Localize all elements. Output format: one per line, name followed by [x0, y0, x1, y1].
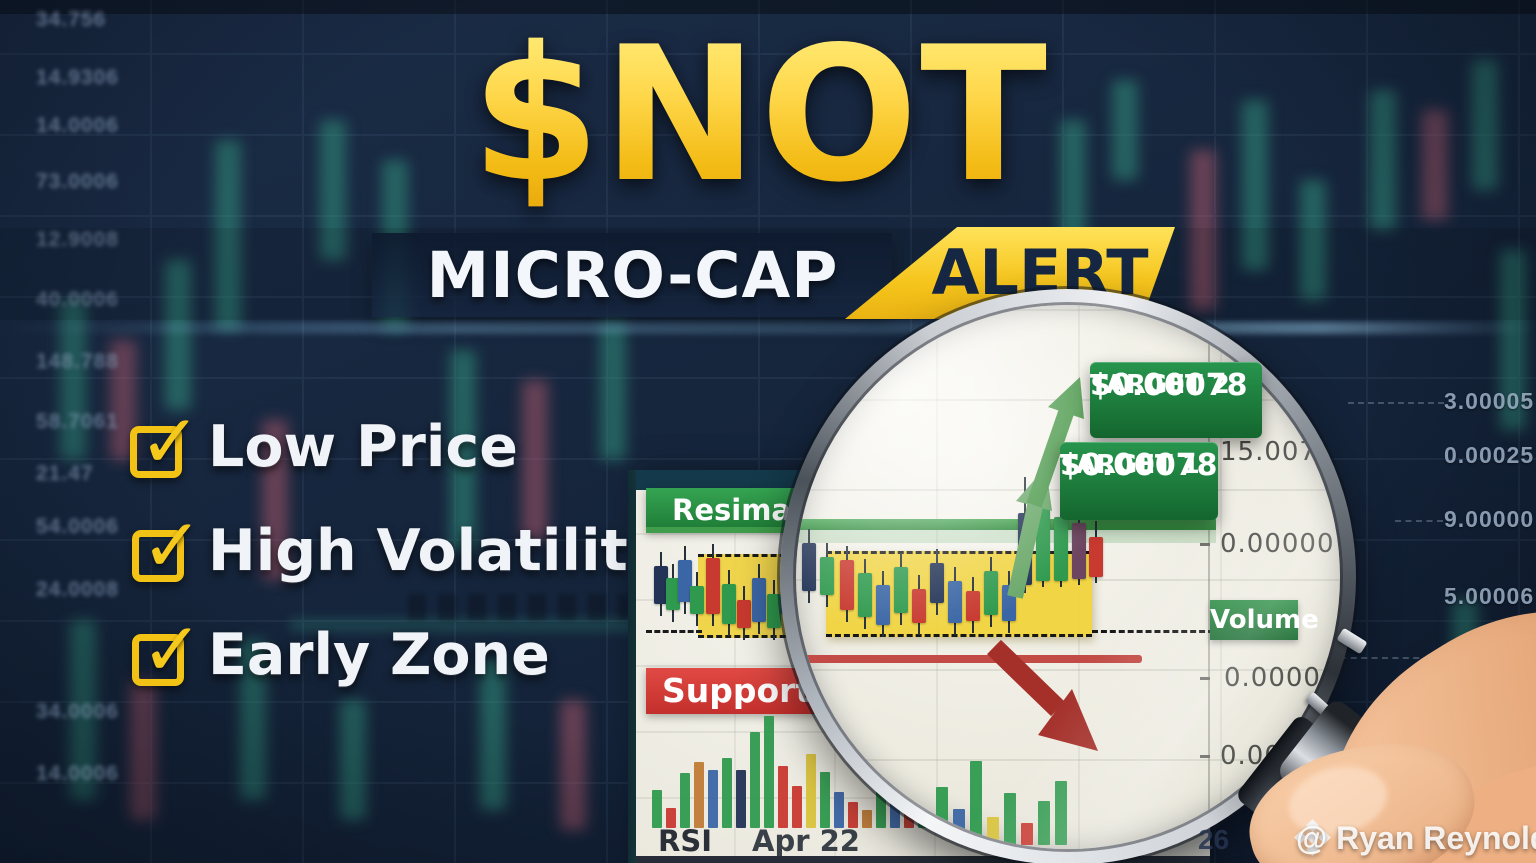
volume-bar — [722, 758, 732, 828]
checklist-item-low-price: Low Price — [208, 414, 518, 480]
rsi-axis-label: RSI — [658, 824, 713, 858]
left-axis-labels: 34.756 14.9306 14.0006 73.0006 12.9008 40.000… — [0, 0, 140, 863]
volume-bar — [708, 770, 718, 828]
bottom-tick-00: 00 — [1256, 830, 1288, 861]
axis-dash-line — [1348, 402, 1444, 404]
left-axis-label: 40.0006 — [36, 288, 119, 311]
checkbox-high-volatility: ✓ — [132, 503, 203, 589]
left-axis-label: 34.756 — [36, 8, 107, 31]
candle-body — [752, 578, 766, 622]
checklist-item-early-zone: Early Zone — [208, 622, 550, 688]
target-1-price: $0.00078 — [1060, 448, 1218, 483]
green-arrow-head-2 — [1048, 377, 1084, 419]
left-axis-label: 73.0006 — [36, 170, 119, 193]
candle-body — [678, 560, 692, 602]
volume-bar — [694, 762, 704, 828]
candle-body — [706, 558, 720, 614]
left-axis-label: 54.0006 — [36, 515, 119, 538]
candle-body — [767, 594, 781, 628]
left-axis-label: 14.0006 — [36, 114, 119, 137]
right-axis-label: 9.00000 — [1444, 506, 1535, 532]
watermark: @ Ryan Reynoldz — [1294, 817, 1536, 859]
green-arrow-shaft-1 — [1007, 495, 1045, 599]
volume-bar — [652, 790, 662, 828]
check-icon: ✓ — [139, 399, 202, 485]
target-1-box: TARGET 1 $0.00078 — [1060, 442, 1218, 520]
volume-bar — [764, 716, 774, 828]
left-axis-label: 58.7061 — [36, 410, 119, 433]
left-axis-label: 12.9008 — [36, 228, 119, 251]
volume-bar — [680, 773, 690, 828]
volume-bar — [736, 770, 746, 828]
axis-dash-line — [1395, 520, 1443, 522]
target-2-price: $0.00078 — [1090, 368, 1248, 403]
right-axis-label: 0.00025 — [1444, 442, 1535, 468]
tick-dash — [1200, 755, 1210, 758]
tick-dash — [1200, 677, 1210, 680]
right-axis-label: 3.00005 — [1444, 388, 1535, 414]
subtitle-micro-cap: MICRO-CAP — [426, 239, 839, 312]
lens-price-tick: 0.00000 — [1220, 529, 1335, 559]
check-icon: ✓ — [141, 607, 204, 693]
volume-bar — [750, 732, 760, 828]
candle-body — [690, 586, 704, 614]
checkbox-low-price: ✓ — [130, 399, 201, 485]
candle-body — [654, 566, 668, 604]
candle-body — [722, 584, 736, 624]
red-arrow-shaft — [987, 639, 1065, 717]
candle-body — [737, 600, 751, 628]
left-axis-label: 148.788 — [36, 350, 119, 373]
target-1-label: TARGET 1 — [1060, 450, 1200, 480]
volume-bar — [666, 808, 676, 828]
watermark-text: @ Ryan Reynoldz — [1296, 819, 1536, 856]
lens-price-tick: 15.007 — [1220, 437, 1317, 467]
target-2-label: TARGET 2 — [1090, 370, 1230, 400]
left-axis-label: 24.0008 — [36, 578, 119, 601]
lens-price-tick: 0.00000 — [1224, 663, 1339, 693]
volume-bar — [778, 766, 788, 828]
target-2-box: TARGET 2 $0.00078 — [1090, 362, 1262, 438]
left-axis-label: 34.0006 — [36, 700, 119, 723]
bottom-tick-26: 26 — [1198, 824, 1230, 855]
check-icon: ✓ — [141, 503, 204, 589]
left-axis-label: 14.9306 — [36, 66, 119, 89]
subtitle-band — [372, 233, 892, 317]
checkbox-early-zone: ✓ — [132, 607, 203, 693]
volume-label-box: Volume — [1210, 600, 1319, 640]
tick-dash — [1200, 543, 1210, 546]
candle-body — [666, 578, 680, 610]
ticker-title: $NOT — [380, 6, 1140, 228]
left-axis-label: 21.47 — [36, 462, 94, 485]
lens-price-tick: 0.00 — [1220, 741, 1282, 771]
left-axis-label: 14.0006 — [36, 762, 119, 785]
checklist-item-high-volatility: High Volatility — [208, 518, 665, 584]
